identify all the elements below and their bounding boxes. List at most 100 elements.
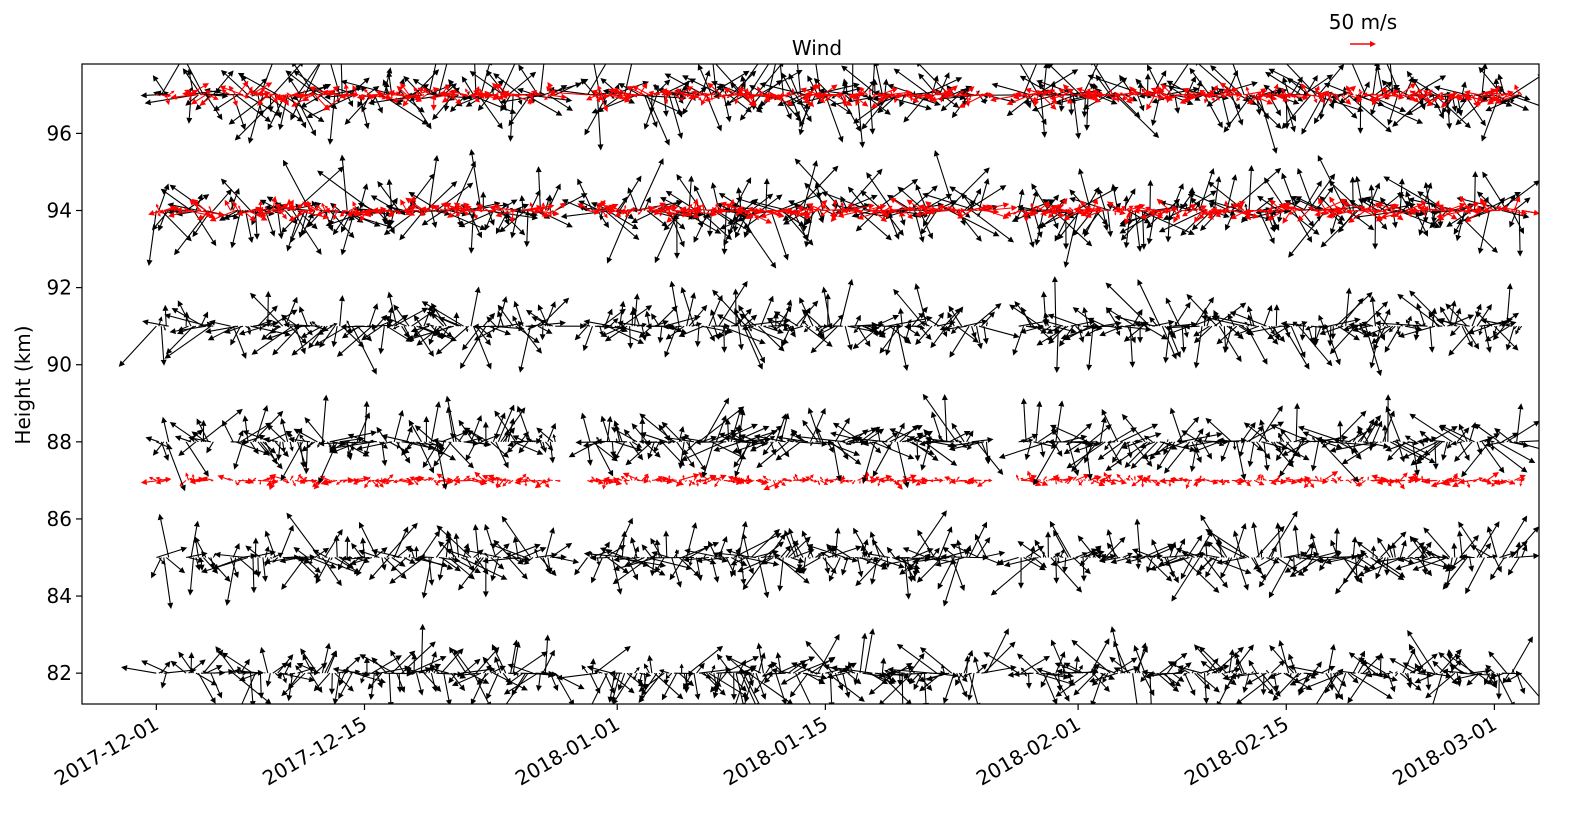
wind-arrow	[463, 658, 481, 674]
wind-arrow	[877, 480, 881, 487]
wind-arrow	[887, 666, 932, 674]
wind-arrow	[819, 476, 824, 481]
wind-arrow	[281, 441, 287, 453]
wind-arrow	[956, 672, 968, 698]
wind-arrow	[893, 68, 930, 96]
wind-arrow	[1053, 557, 1060, 584]
wind-arrow	[302, 557, 321, 574]
wind-arrow	[1496, 441, 1536, 463]
wind-arrow	[1120, 479, 1125, 482]
wind-arrow	[794, 557, 821, 573]
wind-arrow	[1196, 672, 1220, 693]
wind-arrow	[1056, 668, 1074, 675]
wind-arrow	[148, 476, 157, 481]
wind-arrow	[428, 154, 440, 211]
wind-arrow	[1404, 435, 1416, 443]
wind-arrow	[351, 542, 363, 558]
wind-arrow	[213, 668, 235, 675]
wind-arrow	[795, 672, 811, 704]
wind-arrow	[942, 546, 958, 558]
wind-arrow	[1116, 473, 1124, 481]
wind-arrow	[664, 314, 701, 327]
wind-arrow	[453, 477, 474, 484]
wind-arrow	[633, 672, 638, 681]
wind-arrow	[1114, 315, 1156, 327]
wind-arrow	[617, 320, 645, 327]
wind-arrow	[581, 664, 588, 674]
wind-arrow	[230, 557, 239, 579]
wind-arrow	[1313, 661, 1322, 674]
wind-arrow	[1101, 408, 1119, 443]
wind-arrow	[428, 64, 437, 95]
wind-arrow	[663, 673, 669, 686]
wind-arrow	[1439, 648, 1462, 674]
wind-arrow	[970, 325, 977, 339]
wind-arrow	[1071, 639, 1111, 674]
wind-arrow	[486, 672, 499, 700]
wind-arrow	[1189, 441, 1198, 473]
wind-arrow	[750, 528, 780, 558]
wind-arrow	[1133, 644, 1146, 674]
wind-arrow	[973, 656, 980, 674]
wind-arrow	[1299, 557, 1302, 560]
wind-arrow	[679, 663, 684, 674]
wind-arrow	[281, 672, 306, 697]
wind-arrow	[767, 533, 786, 558]
wind-arrow	[1356, 541, 1379, 558]
wind-arrow	[165, 557, 186, 574]
wind-arrow	[1031, 183, 1049, 211]
wind-arrow	[507, 663, 534, 674]
wind-arrow	[1377, 537, 1391, 558]
wind-arrow	[1181, 210, 1193, 217]
wind-arrow	[423, 672, 442, 693]
wind-arrow	[802, 320, 809, 327]
wind-arrow	[1228, 648, 1235, 674]
wind-arrow	[1508, 478, 1510, 481]
wind-arrow	[1248, 164, 1255, 211]
wind-arrow	[174, 210, 209, 256]
wind-arrow	[842, 475, 845, 481]
wind-arrow	[613, 672, 618, 682]
wind-arrow	[658, 672, 661, 675]
wind-arrow	[276, 671, 288, 677]
wind-arrow	[634, 666, 640, 674]
wind-arrow	[843, 556, 853, 561]
wind-arrow	[244, 479, 256, 485]
wind-arrow	[728, 479, 737, 484]
wind-arrow	[1319, 557, 1329, 572]
wind-arrow	[871, 539, 886, 558]
wind-arrow	[539, 64, 545, 95]
wind-arrow	[491, 643, 507, 674]
wind-arrow	[270, 557, 273, 559]
wind-arrow	[1025, 673, 1032, 690]
wind-arrow	[289, 441, 294, 452]
wind-arrow	[288, 672, 296, 676]
wind-arrow	[845, 479, 853, 483]
wind-arrow	[463, 548, 501, 559]
wind-arrow	[606, 415, 613, 442]
wind-arrow	[613, 556, 640, 563]
wind-arrow	[1193, 644, 1220, 674]
wind-arrow	[196, 418, 209, 443]
wind-arrow	[1201, 441, 1212, 460]
wind-arrow	[663, 530, 670, 558]
wind-arrow	[1090, 479, 1096, 485]
wind-arrow	[1269, 645, 1295, 674]
wind-arrow	[390, 649, 405, 674]
wind-arrow	[1516, 403, 1524, 442]
wind-arrow	[145, 436, 159, 443]
wind-arrow	[998, 441, 1049, 459]
wind-arrow	[638, 672, 665, 692]
wind-arrow	[1388, 670, 1394, 674]
wind-arrow	[780, 672, 801, 685]
wind-arrow	[295, 665, 303, 674]
wind-arrow	[810, 325, 839, 354]
y-tick-label: 84	[47, 584, 72, 608]
wind-arrow	[1486, 526, 1498, 558]
wind-arrow	[249, 292, 284, 327]
wind-arrow	[1054, 553, 1064, 559]
wind-arrow	[1189, 67, 1210, 96]
wind-arrow	[1058, 479, 1064, 483]
wind-arrow	[520, 325, 542, 354]
wind-arrow	[445, 548, 469, 559]
